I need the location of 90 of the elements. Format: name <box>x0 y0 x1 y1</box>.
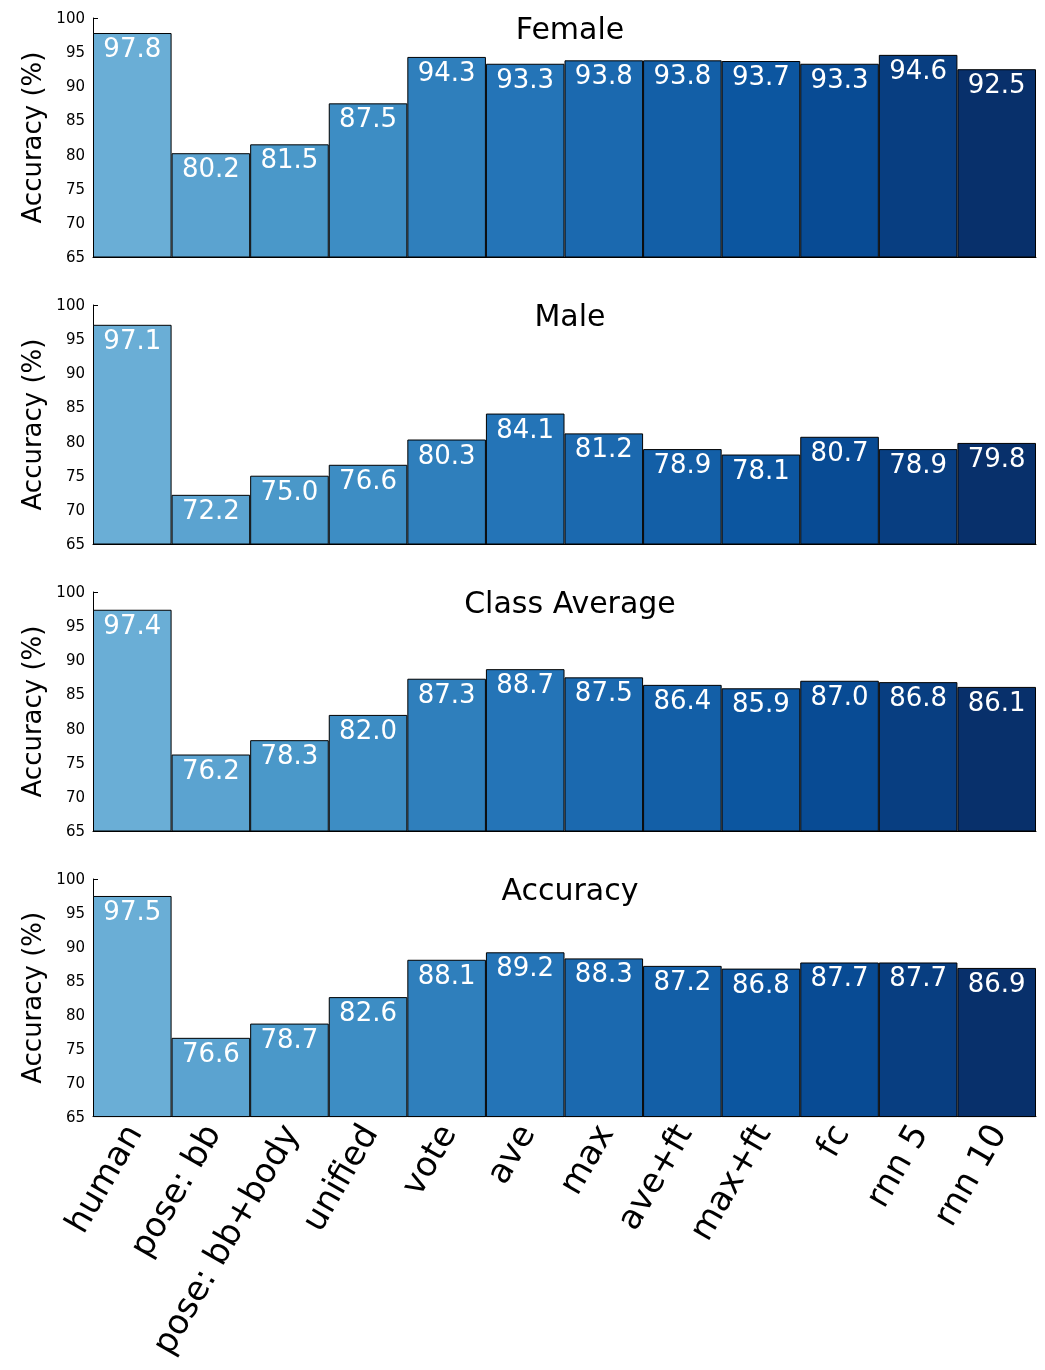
data-label: 86.9 <box>967 967 1026 998</box>
y-tick-label: 75 <box>65 1039 85 1058</box>
data-label: 78.3 <box>260 740 319 771</box>
y-axis-title: Accuracy (%) <box>17 338 47 511</box>
data-label: 80.3 <box>417 439 476 470</box>
data-label: 87.0 <box>810 680 869 711</box>
data-label: 93.3 <box>496 63 555 94</box>
y-tick-label: 65 <box>65 535 85 553</box>
data-label: 81.2 <box>574 433 633 464</box>
y-tick-label: 90 <box>65 651 85 670</box>
y-tick-label: 100 <box>56 296 85 314</box>
data-label: 87.7 <box>810 962 869 993</box>
data-label: 76.2 <box>181 754 240 785</box>
y-tick-label: 85 <box>65 398 85 417</box>
y-tick-label: 70 <box>65 213 85 232</box>
data-label: 94.3 <box>417 56 476 87</box>
y-tick-label: 85 <box>65 685 85 704</box>
data-label: 78.9 <box>653 449 712 480</box>
y-tick-label: 70 <box>65 500 85 519</box>
y-tick-label: 100 <box>56 9 85 27</box>
data-label: 79.8 <box>967 442 1026 473</box>
data-label: 97.4 <box>103 609 162 640</box>
data-label: 76.6 <box>339 464 397 495</box>
data-label: 89.2 <box>496 952 555 983</box>
data-label: 88.3 <box>574 958 633 989</box>
y-tick-label: 95 <box>65 903 85 922</box>
data-label: 87.2 <box>653 965 712 996</box>
y-tick-label: 75 <box>65 466 85 485</box>
data-label: 78.9 <box>889 449 948 480</box>
data-label: 72.2 <box>181 494 240 525</box>
data-label: 88.1 <box>417 959 476 990</box>
y-axis-title: Accuracy (%) <box>17 51 47 224</box>
data-label: 93.8 <box>574 60 633 91</box>
data-label: 82.0 <box>339 714 397 745</box>
y-tick-label: 90 <box>65 937 85 956</box>
chart-title: Class Average <box>464 584 676 620</box>
x-tick-label: ave <box>476 1116 543 1191</box>
data-label: 87.3 <box>417 678 476 709</box>
y-tick-label: 80 <box>65 1005 85 1024</box>
y-tick-label: 65 <box>65 1107 85 1126</box>
y-tick-label: 80 <box>65 145 85 164</box>
data-label: 97.1 <box>103 324 162 355</box>
y-tick-label: 100 <box>56 583 85 601</box>
data-label: 80.7 <box>810 436 869 467</box>
data-label: 93.8 <box>653 60 712 91</box>
data-label: 76.6 <box>181 1037 240 1068</box>
y-tick-label: 100 <box>56 870 85 888</box>
y-tick-label: 65 <box>65 822 85 840</box>
data-label: 80.2 <box>181 153 240 184</box>
chart-title: Female <box>515 10 625 46</box>
data-label: 88.7 <box>496 669 555 700</box>
y-axis-title: Accuracy (%) <box>17 625 47 798</box>
y-axis-title: Accuracy (%) <box>17 911 47 1084</box>
data-label: 84.1 <box>496 413 555 444</box>
y-tick-label: 80 <box>65 432 85 451</box>
data-label: 97.8 <box>103 33 162 64</box>
y-tick-label: 95 <box>65 330 85 349</box>
y-tick-label: 75 <box>65 753 85 772</box>
data-label: 94.6 <box>889 54 948 85</box>
data-label: 75.0 <box>260 475 319 506</box>
data-label: 87.5 <box>574 677 633 708</box>
y-tick-label: 75 <box>65 179 85 198</box>
y-tick-label: 85 <box>65 111 85 130</box>
data-label: 78.7 <box>260 1023 319 1054</box>
data-label: 87.5 <box>339 103 397 134</box>
chart-title: Accuracy <box>501 871 639 907</box>
data-label: 78.1 <box>732 454 790 485</box>
data-label: 86.8 <box>732 968 790 999</box>
data-label: 92.5 <box>967 69 1026 100</box>
x-tick-label: fc <box>806 1116 857 1164</box>
data-label: 86.8 <box>889 682 948 713</box>
chart-title: Male <box>534 297 606 333</box>
y-tick-label: 90 <box>65 364 85 383</box>
data-label: 97.5 <box>103 895 162 926</box>
data-label: 82.6 <box>339 997 397 1028</box>
y-tick-label: 70 <box>65 1073 85 1092</box>
y-tick-label: 70 <box>65 787 85 806</box>
y-tick-label: 90 <box>65 77 85 96</box>
y-tick-label: 85 <box>65 971 85 990</box>
data-label: 93.7 <box>732 61 790 92</box>
data-label: 86.1 <box>967 686 1026 717</box>
data-label: 81.5 <box>260 144 319 175</box>
data-label: 85.9 <box>732 688 790 719</box>
data-label: 87.7 <box>889 962 948 993</box>
data-label: 93.3 <box>810 63 869 94</box>
y-tick-label: 65 <box>65 248 85 266</box>
y-tick-label: 95 <box>65 617 85 636</box>
y-tick-label: 80 <box>65 719 85 738</box>
data-label: 86.4 <box>653 684 712 715</box>
y-tick-label: 95 <box>65 43 85 62</box>
